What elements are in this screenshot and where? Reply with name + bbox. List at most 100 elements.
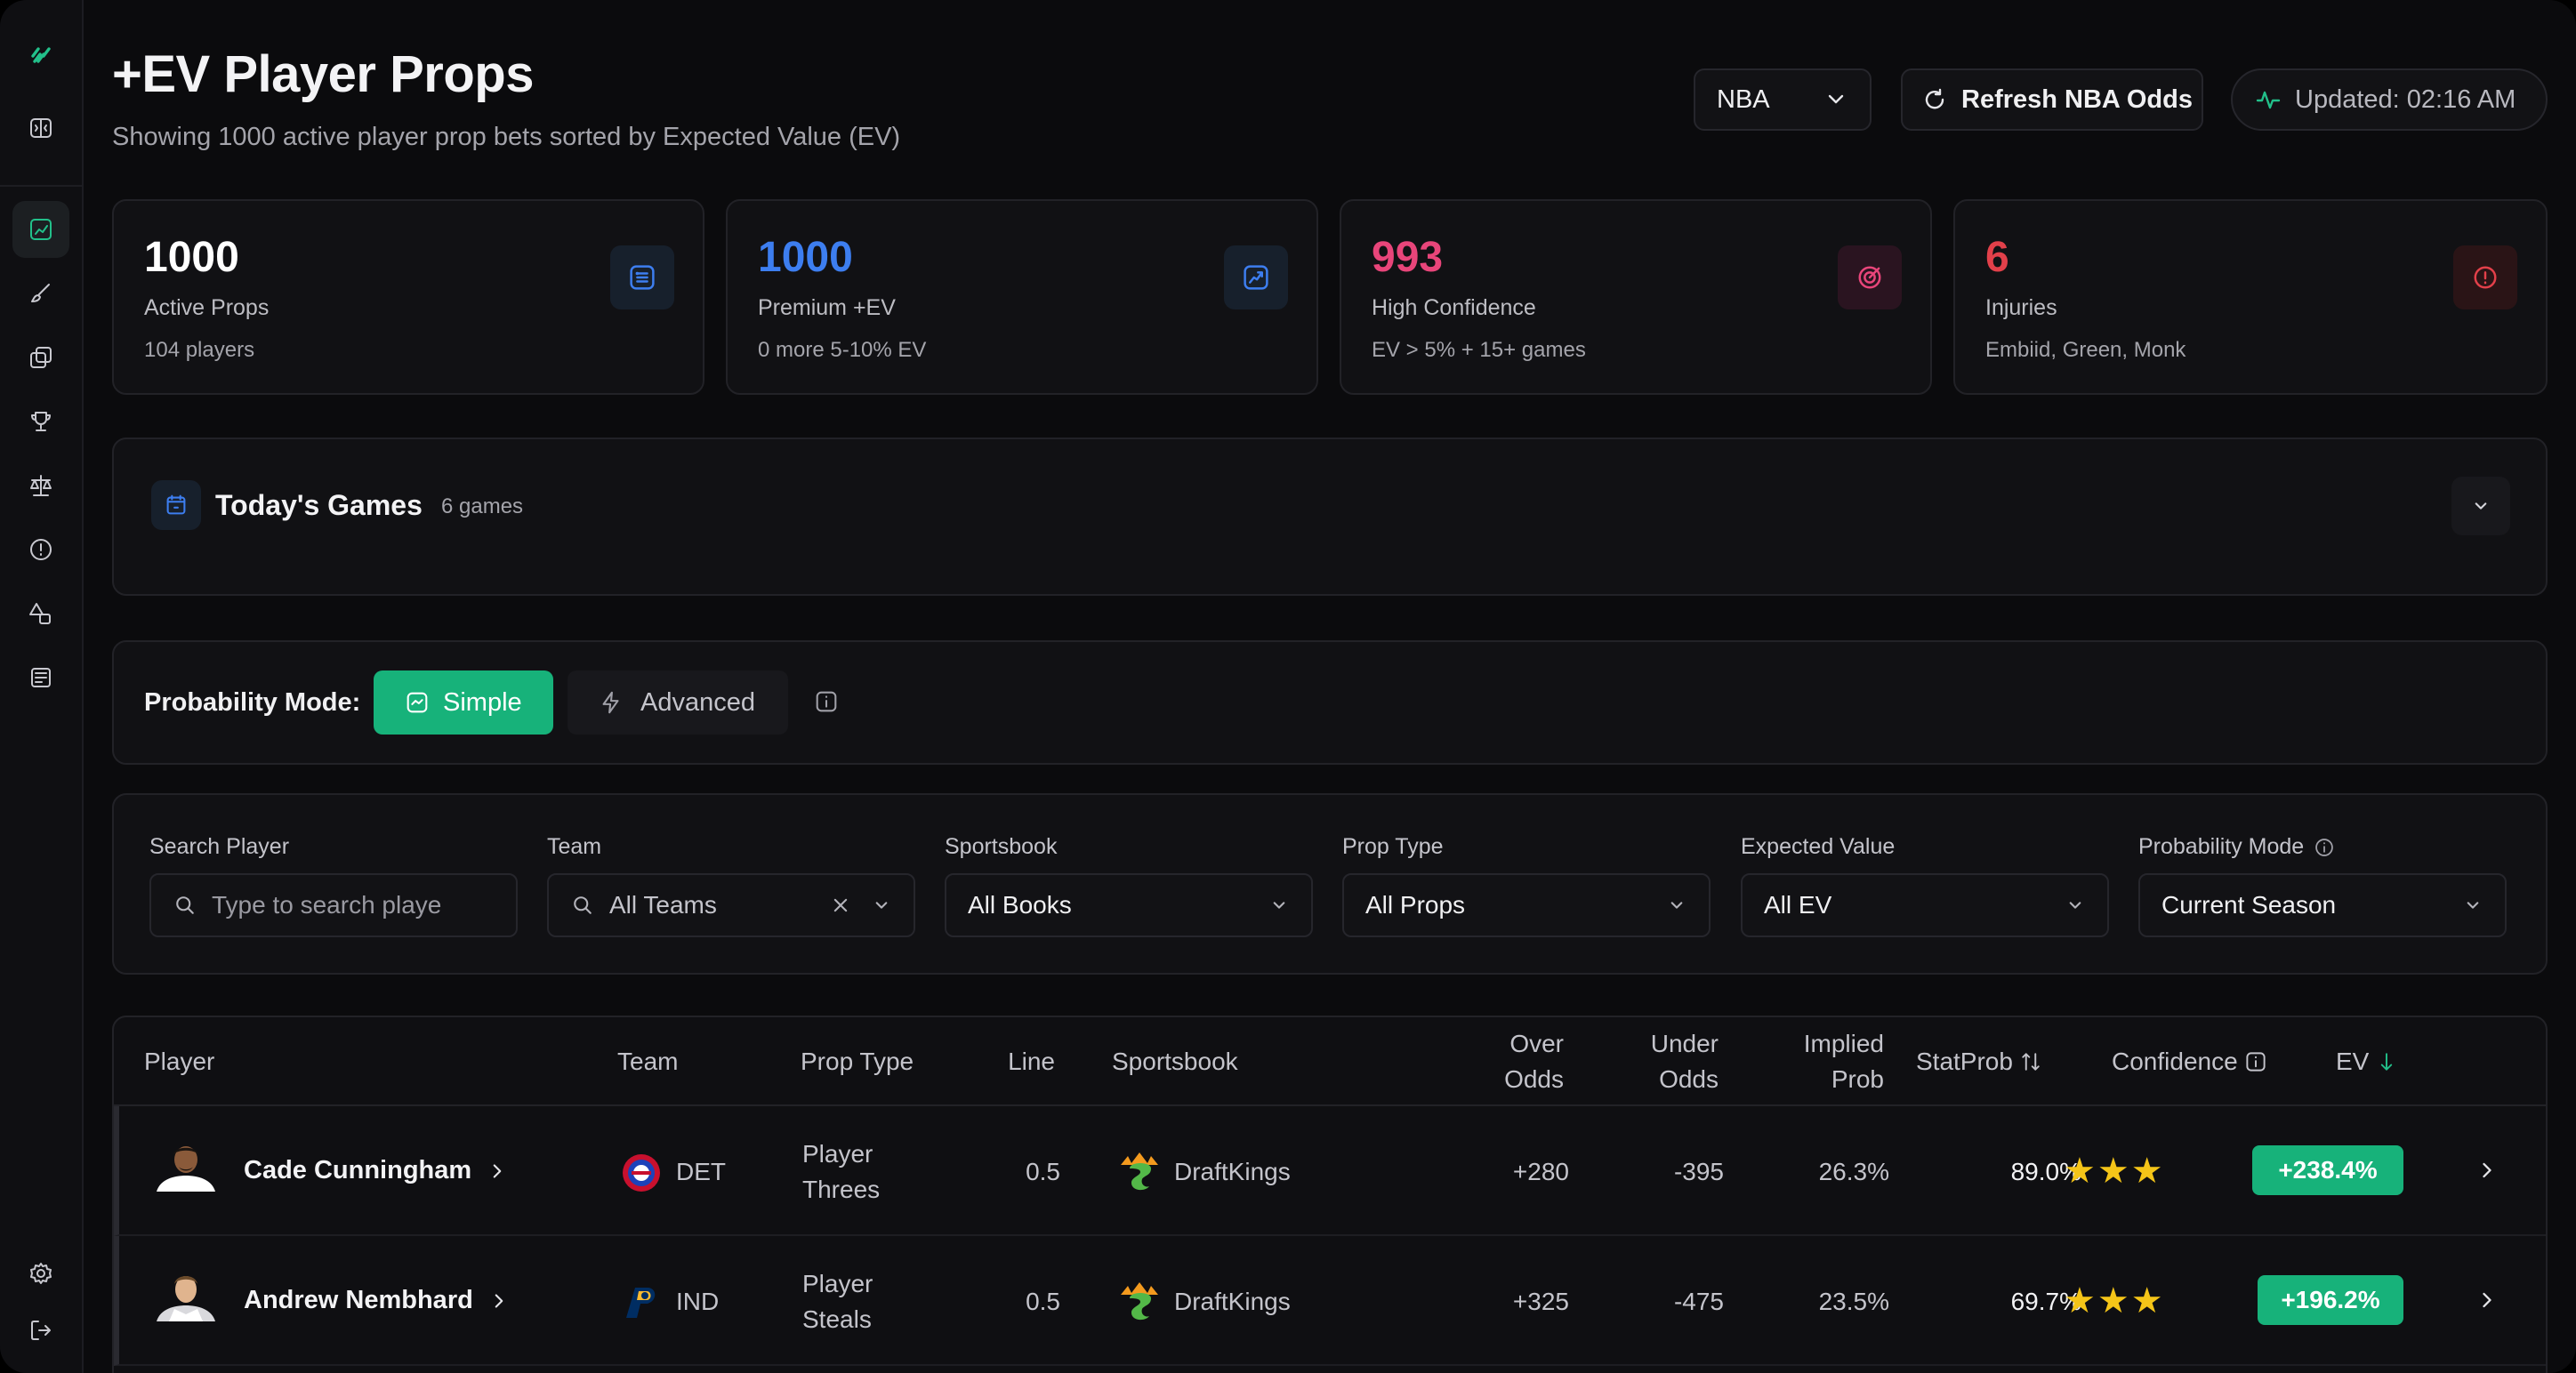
logo-icon[interactable] (12, 27, 69, 84)
col-confidence[interactable]: Confidence (2112, 1044, 2268, 1080)
col-statprob-label: StatProb (1916, 1048, 2013, 1075)
prop-type-line1: Player (802, 1140, 873, 1168)
player-name: Andrew Nembhard (244, 1286, 473, 1314)
games-count: 6 games (441, 494, 524, 518)
sidebar-item-props[interactable] (12, 201, 69, 258)
chart-up-icon (1224, 245, 1288, 309)
col-prop-type[interactable]: Prop Type (801, 1048, 914, 1075)
sidebar-item-alerts[interactable] (12, 521, 69, 578)
clear-icon[interactable] (828, 893, 853, 918)
search-icon (176, 896, 194, 914)
col-over-odds-line2: Odds (1504, 1065, 1564, 1093)
logout-icon (31, 1321, 51, 1340)
prop-type-select[interactable]: All Props (1342, 873, 1711, 937)
row-expand-button[interactable] (2475, 1288, 2501, 1314)
alert-circle-icon (30, 539, 52, 560)
trophy-icon (31, 412, 51, 431)
prop-type-value: All Props (1365, 891, 1466, 919)
chevron-down-icon (1828, 94, 1844, 104)
games-title: Today's Games (215, 489, 423, 521)
mode-simple-button[interactable]: Simple (374, 670, 553, 735)
stat-card-injuries: 6 Injuries Embiid, Green, Monk (1953, 199, 2548, 395)
info-icon[interactable] (2313, 836, 2336, 859)
col-line[interactable]: Line (1008, 1048, 1055, 1075)
filters-panel: Search Player Team All Teams Sportsbook … (112, 793, 2548, 975)
table-row[interactable]: Andrew Nembhard IND Player Steals 0.5 Dr… (114, 1236, 2546, 1366)
alert-icon (2453, 245, 2517, 309)
player-name-link[interactable]: Cade Cunningham (244, 1156, 509, 1185)
info-icon[interactable] (813, 688, 841, 717)
search-input[interactable] (212, 891, 479, 919)
line-value: 0.5 (1026, 1158, 1060, 1185)
ev-badge: +196.2% (2258, 1275, 2403, 1325)
refresh-odds-button[interactable]: Refresh NBA Odds (1901, 68, 2203, 131)
activity-icon (2256, 91, 2281, 109)
table-header: Player Team Prop Type Line Sportsbook Ov… (114, 1017, 2546, 1106)
col-implied-line1: Implied (1803, 1030, 1884, 1057)
chevron-down-icon (1273, 902, 1285, 909)
arrow-down-icon (2381, 1053, 2393, 1071)
stat-sub: EV > 5% + 15+ games (1372, 338, 1586, 362)
mode-advanced-button[interactable]: Advanced (568, 670, 788, 735)
team-select[interactable]: All Teams (547, 873, 915, 937)
page-title: +EV Player Props (112, 45, 534, 103)
ev-select[interactable]: All EV (1741, 873, 2109, 937)
stat-sub: 0 more 5-10% EV (758, 338, 927, 362)
list-icon (610, 245, 674, 309)
gear-icon (30, 1263, 52, 1284)
stat-label: Active Props (144, 295, 270, 320)
prop-type-line1: Player (802, 1270, 873, 1297)
settings-button[interactable] (12, 1245, 69, 1302)
panel-toggle-icon[interactable] (12, 100, 69, 157)
mode-filter-select[interactable]: Current Season (2138, 873, 2507, 937)
sportsbook-select[interactable]: All Books (945, 873, 1313, 937)
col-player[interactable]: Player (144, 1048, 215, 1075)
chevron-right-icon (2483, 1162, 2491, 1178)
team-logo-ind (626, 1288, 656, 1318)
col-implied-line2: Prob (1831, 1065, 1884, 1093)
stat-card-premium-ev: 1000 Premium +EV 0 more 5-10% EV (726, 199, 1318, 395)
chart-icon (30, 219, 52, 240)
ev-value: All EV (1764, 891, 1832, 919)
sidebar-item-tools[interactable] (12, 265, 69, 322)
sidebar-item-scale[interactable] (12, 457, 69, 514)
row-expand-button[interactable] (2475, 1158, 2501, 1184)
col-statprob[interactable]: StatProb (1916, 1044, 2043, 1080)
search-field[interactable] (149, 873, 518, 937)
copy-icon (30, 347, 52, 368)
col-under-odds[interactable]: Under Odds (1519, 1026, 1719, 1097)
confidence-stars: ★★★ (2064, 1281, 2165, 1321)
col-over-odds[interactable]: Over Odds (1359, 1026, 1564, 1097)
prop-type-line2: Threes (802, 1176, 881, 1203)
statprob: 69.7% (2010, 1288, 2081, 1315)
table-row[interactable]: Cade Cunningham DET Player Threes 0.5 Dr… (114, 1106, 2546, 1236)
chevron-down-icon (2475, 502, 2487, 510)
refresh-label: Refresh NBA Odds (1961, 84, 2193, 114)
page-subtitle: Showing 1000 active player prop bets sor… (112, 123, 901, 151)
sidebar-item-news[interactable] (12, 649, 69, 706)
player-name-link[interactable]: Andrew Nembhard (244, 1286, 511, 1315)
prop-type: Player Threes (802, 1136, 880, 1208)
league-select[interactable]: NBA (1694, 68, 1872, 131)
col-implied-prob[interactable]: Implied Prob (1679, 1026, 1884, 1097)
stat-label: High Confidence (1372, 295, 1536, 320)
mode-simple-label: Simple (443, 687, 522, 717)
lightning-icon (602, 691, 619, 714)
col-team[interactable]: Team (617, 1048, 679, 1075)
mode-filter-label-text: Probability Mode (2138, 834, 2305, 859)
sidebar-item-trophy[interactable] (12, 393, 69, 450)
sportsbook-label: Sportsbook (945, 834, 1058, 859)
league-value: NBA (1717, 84, 1770, 114)
sportsbook-name: DraftKings (1174, 1158, 1291, 1185)
col-sportsbook[interactable]: Sportsbook (1112, 1048, 1238, 1075)
team-logo-det (623, 1154, 660, 1192)
logout-button[interactable] (12, 1302, 69, 1359)
chevron-down-icon (2467, 902, 2479, 909)
info-icon[interactable] (2243, 1049, 2268, 1074)
line-value: 0.5 (1026, 1288, 1060, 1315)
sidebar-item-shapes[interactable] (12, 585, 69, 642)
sidebar-item-copy[interactable] (12, 329, 69, 386)
col-ev[interactable]: EV (2336, 1044, 2399, 1080)
games-collapse-button[interactable] (2451, 477, 2510, 535)
